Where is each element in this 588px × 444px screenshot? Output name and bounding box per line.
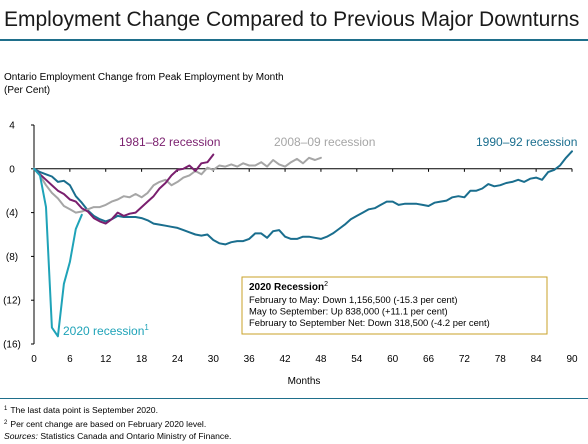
y-tick-label: (4)	[6, 208, 18, 219]
title-divider	[0, 39, 588, 41]
x-tick-label: 78	[495, 354, 507, 365]
info-box-line: May to September: Up 838,000 (+11.1 per …	[249, 306, 448, 317]
subtitle-line-1: Ontario Employment Change from Peak Empl…	[4, 72, 284, 83]
sources-label: Sources:	[4, 431, 38, 441]
series-line-1990-92-recession	[33, 150, 573, 246]
x-tick-label: 18	[136, 354, 148, 365]
sources-text: Statistics Canada and Ontario Ministry o…	[40, 431, 232, 441]
x-tick-label: 60	[387, 354, 399, 365]
y-tick-label: (16)	[3, 340, 21, 351]
x-tick-label: 72	[459, 354, 471, 365]
y-tick-label: 4	[9, 121, 15, 132]
x-tick-label: 6	[67, 354, 73, 365]
footnote-2: 2 Per cent change are based on February 2…	[4, 417, 231, 431]
footnote-2-text: Per cent change are based on February 20…	[10, 418, 207, 429]
sources-note: Sources: Statistics Canada and Ontario M…	[4, 430, 231, 443]
footer-divider	[0, 398, 588, 399]
employment-change-chart: 40(4)(8)(12)(16)0 6 12 18 24 30 36 42 48 54 60 66 72…	[3, 121, 578, 388]
series-line-2008-09-recession	[33, 156, 322, 214]
x-tick-label: 24	[172, 354, 184, 365]
series-label-2020-sup: 1	[144, 323, 149, 332]
x-tick-label: 84	[531, 354, 543, 365]
x-axis-title: Months	[288, 376, 321, 387]
x-tick-label: 66	[423, 354, 435, 365]
series-label-2020: 2020 recession1	[63, 323, 149, 338]
chart-series-lines	[33, 150, 573, 338]
subtitle-line-2: (Per Cent)	[4, 85, 51, 96]
chart-series-labels: 1981–82 recession 2008–09 recession 1990–9…	[63, 135, 577, 338]
series-label-2008-09: 2008–09 recession	[274, 135, 375, 149]
x-tick-label: 30	[208, 354, 220, 365]
series-label-1981-82: 1981–82 recession	[119, 135, 220, 149]
x-tick-label: 0	[31, 354, 37, 365]
x-tick-label: 12	[100, 354, 112, 365]
x-tick-label: 42	[280, 354, 292, 365]
footnote-2-marker: 2	[4, 419, 8, 426]
footnote-1-text: The last data point is September 2020.	[10, 405, 158, 415]
y-tick-label: (8)	[6, 252, 18, 263]
info-box-heading: 2020 Recession2	[249, 281, 328, 293]
x-tick-label: 36	[244, 354, 256, 365]
footnote-1: 1 The last data point is September 2020.	[4, 403, 231, 417]
series-line-1981-82-recession	[33, 153, 215, 225]
series-label-1990-92: 1990–92 recession	[476, 135, 577, 149]
info-box-line: February to May: Down 1,156,500 (-15.3 p…	[249, 294, 457, 305]
page-title: Employment Change Compared to Previous M…	[4, 8, 580, 31]
footnotes: 1 The last data point is September 2020. …	[4, 403, 231, 443]
x-tick-label: 54	[351, 354, 363, 365]
y-tick-label: 0	[9, 164, 15, 175]
footnote-1-marker: 1	[4, 406, 8, 412]
x-tick-label: 90	[566, 354, 578, 365]
info-box-frame	[241, 276, 548, 335]
series-line-2020-recession	[33, 167, 83, 338]
info-box-line: February to September Net: Down 318,500 …	[249, 317, 490, 328]
x-tick-label: 48	[315, 354, 327, 365]
info-box-heading-sup: 2	[324, 281, 328, 288]
chart-subtitle: Ontario Employment Change from Peak Empl…	[4, 71, 284, 97]
chart-axes: 40(4)(8)(12)(16)0 6 12 18 24 30 36 42 48 54 60 66 72…	[3, 121, 578, 388]
y-tick-label: (12)	[3, 296, 21, 307]
